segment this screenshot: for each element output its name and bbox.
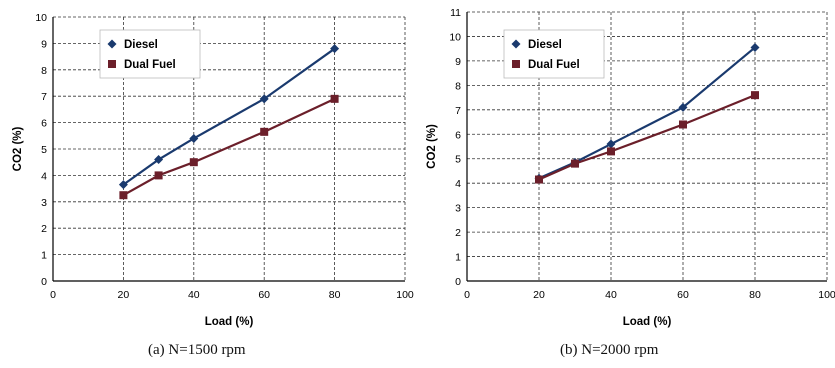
y-axis-title: CO2 (%)	[426, 124, 438, 169]
data-point-diamond	[189, 133, 199, 143]
legend-marker-diamond	[511, 39, 521, 49]
x-tick-label: 20	[533, 289, 545, 301]
y-tick-label: 3	[455, 203, 461, 215]
chart-panel-b: 0 1 2 3 4 5 6 7 8 9 10 11 0 20 40 60 80 100 Load (%) CO2 (%…	[420, 0, 835, 368]
y-tick-label: 4	[41, 170, 47, 182]
legend	[503, 29, 605, 79]
x-tick-label: 0	[464, 289, 470, 301]
legend-marker-square	[108, 60, 116, 68]
y-tick-label: 1	[455, 252, 461, 264]
data-point-diamond	[118, 180, 128, 190]
data-point-square	[679, 120, 687, 129]
y-tick-label: 6	[455, 129, 461, 141]
legend	[99, 29, 201, 79]
y-tick-label: 4	[455, 178, 461, 190]
data-point-square	[571, 159, 579, 168]
x-tick-label: 100	[818, 289, 835, 301]
data-point-square	[189, 158, 198, 167]
y-tick-label: 8	[41, 65, 47, 77]
chart-b: 0 1 2 3 4 5 6 7 8 9 10 11 0 20 40 60 80 100 Load (%) CO2 (%…	[426, 7, 835, 328]
x-tick-label: 80	[749, 289, 761, 301]
y-tick-label: 9	[41, 38, 47, 50]
chart-panel-a: 0 1 2 3 4 5 6 7 8 9 10 0 20 40 60 80 100 Load (%) CO2 (%) D…	[12, 12, 414, 358]
y-tick-label: 2	[455, 227, 461, 239]
y-tick-label: 10	[449, 31, 461, 43]
legend-label: Dual Fuel	[528, 59, 580, 71]
y-tick-label: 0	[41, 276, 47, 288]
y-tick-label: 5	[455, 154, 461, 166]
y-tick-label: 7	[41, 91, 47, 103]
y-tick-label: 7	[455, 105, 461, 117]
y-tick-label: 9	[455, 56, 461, 68]
data-point-diamond	[330, 44, 340, 54]
data-point-square	[330, 94, 339, 103]
data-point-diamond	[259, 94, 269, 104]
data-point-square	[607, 147, 615, 156]
data-point-square	[119, 191, 128, 200]
x-tick-label: 0	[50, 289, 56, 301]
x-tick-label: 40	[605, 289, 617, 301]
x-tick-label: 40	[188, 289, 200, 301]
y-tick-label: 1	[41, 250, 47, 262]
data-point-square	[154, 171, 163, 180]
legend-marker-square	[512, 60, 520, 68]
data-point-diamond	[750, 42, 760, 52]
series-line	[122, 97, 336, 197]
x-tick-label: 60	[677, 289, 689, 301]
y-tick-label: 6	[41, 118, 47, 130]
y-tick-label: 3	[41, 197, 47, 209]
x-tick-label: 100	[396, 289, 414, 301]
x-axis-title: Load (%)	[205, 316, 254, 328]
y-tick-label: 0	[455, 276, 461, 288]
data-point-diamond	[154, 155, 164, 165]
legend-marker-diamond	[107, 39, 117, 49]
y-tick-label: 2	[41, 223, 47, 235]
y-tick-label: 5	[41, 144, 47, 156]
legend-label: Diesel	[528, 39, 562, 51]
y-tick-label: 10	[35, 12, 47, 24]
legend-label: Dual Fuel	[124, 59, 176, 71]
data-point-square	[535, 175, 543, 184]
data-point-square	[260, 127, 269, 136]
data-point-diamond	[606, 139, 616, 149]
x-tick-label: 60	[258, 289, 270, 301]
y-tick-label: 11	[450, 7, 461, 19]
data-point-diamond	[678, 102, 688, 112]
legend-label: Diesel	[124, 39, 158, 51]
x-axis-title: Load (%)	[623, 316, 672, 328]
chart-caption: (b) N=2000 rpm	[560, 342, 659, 358]
y-tick-label: 8	[455, 80, 461, 92]
chart-caption: (a) N=1500 rpm	[148, 342, 246, 358]
y-axis-title: CO2 (%)	[12, 126, 24, 171]
data-point-square	[751, 91, 759, 100]
x-tick-label: 80	[329, 289, 341, 301]
x-tick-label: 20	[118, 289, 130, 301]
